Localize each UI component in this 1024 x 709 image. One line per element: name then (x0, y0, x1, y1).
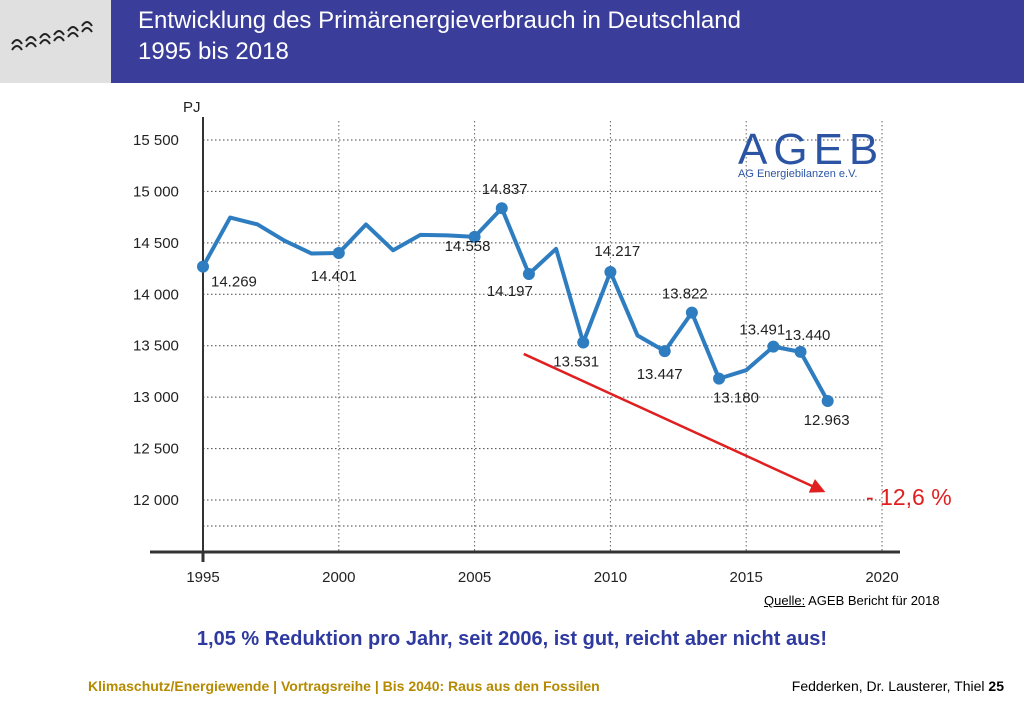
logo-area (0, 0, 111, 83)
data-label-5: 13.531 (553, 354, 599, 371)
conclusion-text: 1,05 % Reduktion pro Jahr, seit 2006, is… (196, 628, 828, 650)
reduction-label: - 12,6 % (866, 484, 952, 510)
data-point-12 (821, 394, 834, 407)
data-point-9 (713, 372, 726, 385)
trend-arrow (523, 352, 826, 493)
data-point-11 (794, 345, 807, 358)
data-label-9: 13.180 (713, 390, 759, 407)
data-point-1 (332, 247, 345, 260)
footer-authors: Fedderken, Dr. Lausterer, Thiel (791, 678, 985, 694)
data-label-6: 14.217 (594, 243, 640, 260)
footer-right: Fedderken, Dr. Lausterer, Thiel 25 (792, 678, 1004, 694)
ageb-logo-text: AGEB (738, 125, 885, 174)
y-tick-label-1: 15 000 (133, 183, 179, 200)
data-line (201, 206, 830, 402)
data-point-3 (495, 202, 508, 215)
header-bar (111, 0, 1024, 83)
x-tick-label-3: 2010 (594, 569, 627, 586)
title-line-1: Entwicklung des Primärenergieverbrauch i… (138, 7, 741, 34)
x-tick-label-1: 2000 (322, 569, 355, 586)
x-tick-label-5: 2020 (865, 569, 898, 586)
logo-icon (11, 21, 93, 51)
data-point-8 (685, 306, 698, 319)
x-tick-label-0: 1995 (186, 569, 219, 586)
data-point-6 (604, 265, 617, 278)
data-point-7 (658, 345, 671, 358)
y-axis-label: PJ (183, 99, 201, 116)
data-point-5 (577, 336, 590, 349)
y-tick-label-7: 12 000 (133, 492, 179, 509)
data-point-2 (468, 230, 481, 243)
y-tick-label-4: 13 500 (133, 338, 179, 355)
y-tick-label-6: 12 500 (133, 441, 179, 458)
data-label-1: 14.401 (311, 268, 357, 285)
title-line-2: 1995 bis 2018 (138, 38, 289, 65)
source-note: Quelle: AGEB Bericht für 2018 (764, 593, 940, 608)
x-tick-label-4: 2015 (730, 569, 763, 586)
data-point-4 (522, 268, 535, 281)
data-label-4: 14.197 (487, 283, 533, 300)
y-tick-label-3: 14 000 (133, 286, 179, 303)
data-label-11: 13.440 (785, 327, 831, 344)
ageb-logo: AGEB AG Energiebilanzen e.V. (738, 125, 885, 181)
data-label-10: 13.491 (739, 322, 785, 339)
y-tick-label-2: 14 500 (133, 235, 179, 252)
data-label-7: 13.447 (637, 366, 683, 383)
page-title: Entwicklung des Primärenergieverbrauch i… (138, 5, 741, 67)
data-label-0: 14.269 (211, 274, 257, 291)
x-tick-label-2: 2005 (458, 569, 491, 586)
ageb-logo-subtitle: AG Energiebilanzen e.V. (738, 168, 858, 180)
y-tick-label-0: 15 500 (133, 132, 179, 149)
data-label-3: 14.837 (482, 181, 528, 198)
data-point-10 (767, 340, 780, 353)
data-label-12: 12.963 (804, 412, 850, 429)
page-number: 25 (988, 678, 1004, 694)
footer-left: Klimaschutz/Energiewende | Vortragsreihe… (88, 678, 600, 694)
y-tick-label-5: 13 000 (133, 389, 179, 406)
source-label: Quelle: (764, 593, 806, 608)
source-text: AGEB Bericht für 2018 (808, 593, 940, 608)
data-label-8: 13.822 (662, 286, 708, 303)
data-label-2: 14.558 (445, 238, 491, 255)
data-point-0 (197, 260, 209, 273)
